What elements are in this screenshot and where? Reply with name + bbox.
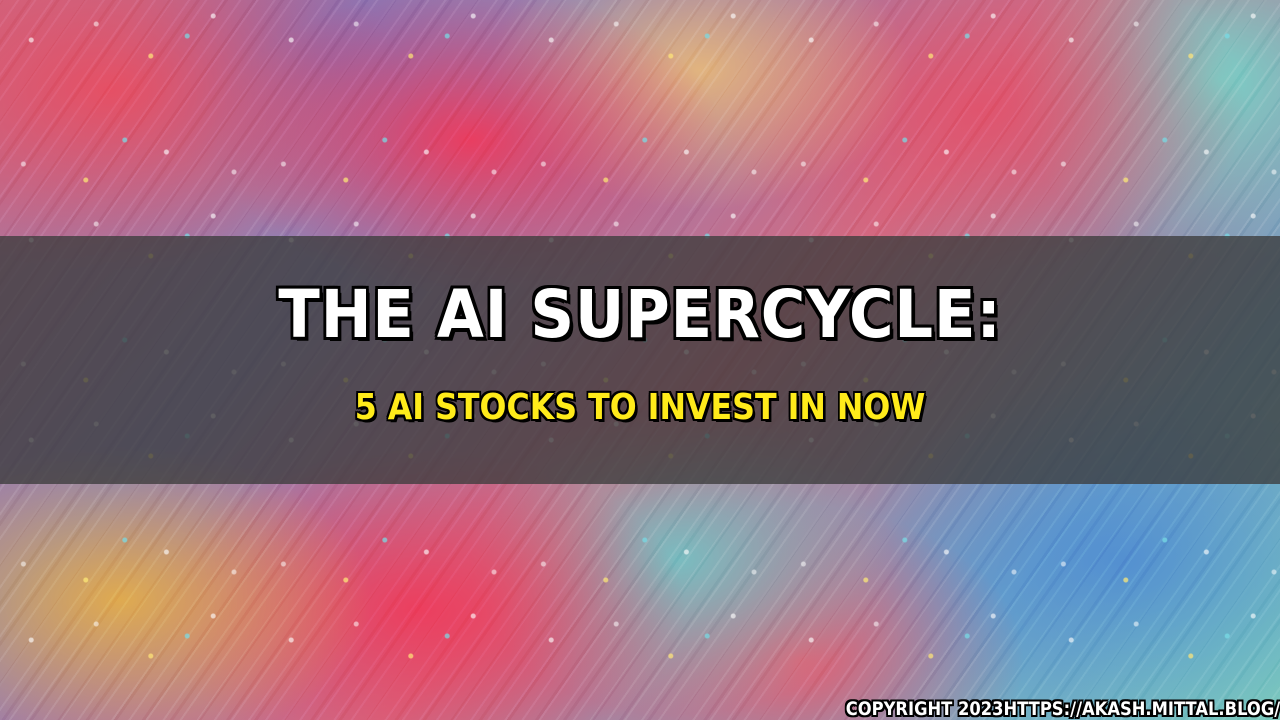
copyright-text: COPYRIGHT 2023HTTPS://AKASH.MITTAL.BLOG/	[845, 698, 1280, 720]
banner-title: THE AI SUPERCYCLE:	[278, 276, 1002, 353]
title-band	[0, 236, 1280, 484]
banner-subtitle: 5 AI STOCKS TO INVEST IN NOW	[354, 387, 926, 428]
